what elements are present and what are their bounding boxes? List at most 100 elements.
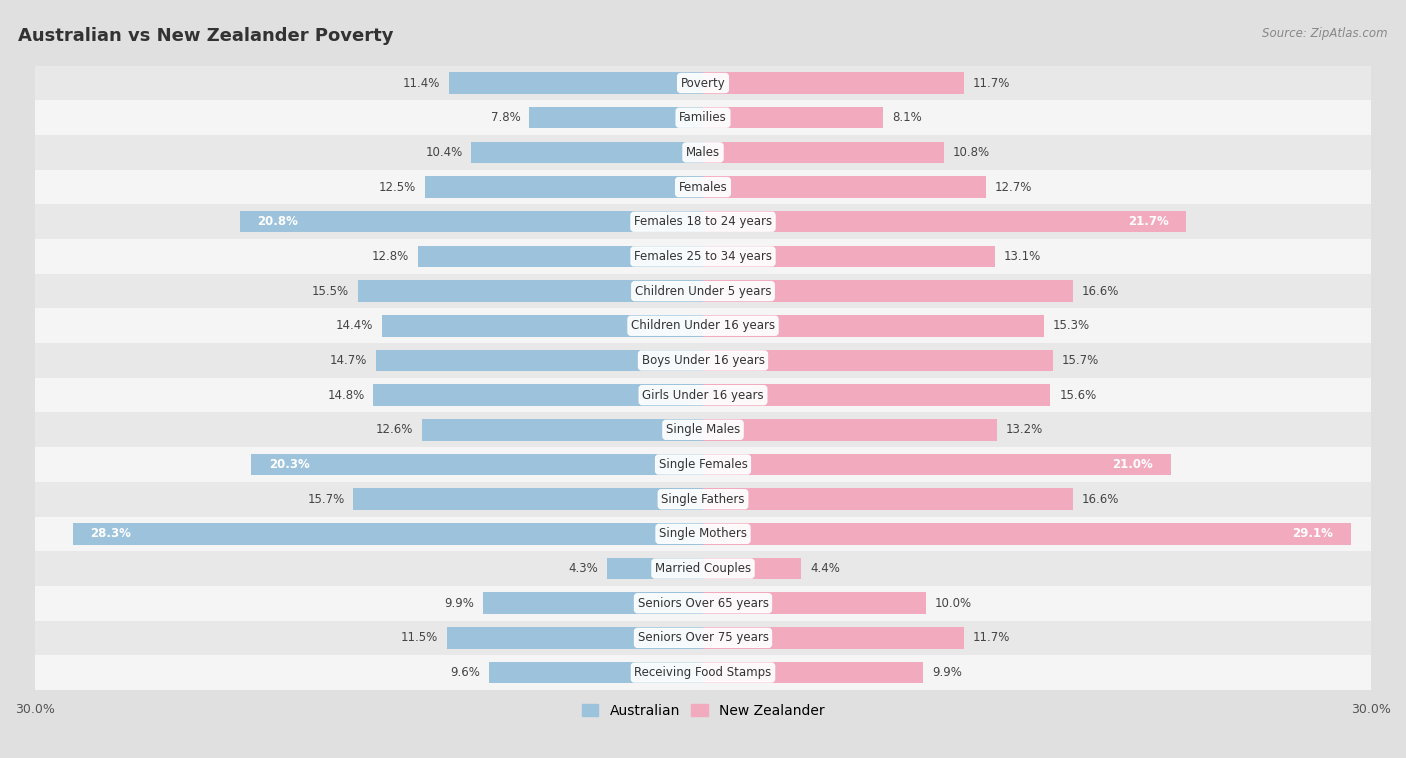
Text: 9.9%: 9.9% bbox=[444, 597, 474, 609]
Text: Source: ZipAtlas.com: Source: ZipAtlas.com bbox=[1263, 27, 1388, 39]
Bar bbox=[35, 205, 1371, 239]
Bar bbox=[703, 349, 1053, 371]
Bar bbox=[703, 72, 963, 94]
Text: 15.5%: 15.5% bbox=[312, 284, 349, 298]
Text: 12.7%: 12.7% bbox=[994, 180, 1032, 193]
Bar bbox=[422, 419, 703, 440]
Bar bbox=[489, 662, 703, 683]
Bar bbox=[35, 377, 1371, 412]
Bar bbox=[73, 523, 703, 544]
Bar bbox=[35, 655, 1371, 690]
Text: 9.9%: 9.9% bbox=[932, 666, 962, 679]
Text: 9.6%: 9.6% bbox=[450, 666, 481, 679]
Bar bbox=[35, 447, 1371, 482]
Text: Females 25 to 34 years: Females 25 to 34 years bbox=[634, 250, 772, 263]
Bar bbox=[35, 239, 1371, 274]
Bar bbox=[471, 142, 703, 163]
Text: 16.6%: 16.6% bbox=[1081, 493, 1119, 506]
Bar bbox=[35, 135, 1371, 170]
Bar bbox=[375, 349, 703, 371]
Text: 14.7%: 14.7% bbox=[329, 354, 367, 367]
Bar bbox=[703, 107, 883, 128]
Text: 29.1%: 29.1% bbox=[1292, 528, 1333, 540]
Text: 8.1%: 8.1% bbox=[893, 111, 922, 124]
Text: 7.8%: 7.8% bbox=[491, 111, 520, 124]
Text: 11.7%: 11.7% bbox=[973, 631, 1010, 644]
Bar bbox=[250, 454, 703, 475]
Bar bbox=[353, 488, 703, 510]
Text: Seniors Over 65 years: Seniors Over 65 years bbox=[637, 597, 769, 609]
Text: 20.8%: 20.8% bbox=[257, 215, 298, 228]
Bar bbox=[703, 384, 1050, 406]
Text: Receiving Food Stamps: Receiving Food Stamps bbox=[634, 666, 772, 679]
Text: Single Males: Single Males bbox=[666, 423, 740, 437]
Legend: Australian, New Zealander: Australian, New Zealander bbox=[576, 698, 830, 723]
Bar bbox=[382, 315, 703, 337]
Text: 15.3%: 15.3% bbox=[1053, 319, 1090, 332]
Text: Females 18 to 24 years: Females 18 to 24 years bbox=[634, 215, 772, 228]
Text: Single Females: Single Females bbox=[658, 458, 748, 471]
Bar bbox=[703, 558, 801, 579]
Bar bbox=[703, 246, 994, 267]
Text: Poverty: Poverty bbox=[681, 77, 725, 89]
Text: 20.3%: 20.3% bbox=[269, 458, 309, 471]
Text: 4.4%: 4.4% bbox=[810, 562, 839, 575]
Text: Girls Under 16 years: Girls Under 16 years bbox=[643, 389, 763, 402]
Bar bbox=[359, 280, 703, 302]
Bar bbox=[35, 482, 1371, 516]
Bar bbox=[703, 488, 1073, 510]
Text: Children Under 16 years: Children Under 16 years bbox=[631, 319, 775, 332]
Bar bbox=[703, 662, 924, 683]
Bar bbox=[35, 66, 1371, 100]
Text: 15.7%: 15.7% bbox=[308, 493, 344, 506]
Bar bbox=[35, 621, 1371, 655]
Text: 13.2%: 13.2% bbox=[1005, 423, 1043, 437]
Bar bbox=[703, 419, 997, 440]
Text: Australian vs New Zealander Poverty: Australian vs New Zealander Poverty bbox=[18, 27, 394, 45]
Text: 10.4%: 10.4% bbox=[425, 146, 463, 159]
Bar bbox=[703, 211, 1187, 233]
Text: 15.7%: 15.7% bbox=[1062, 354, 1098, 367]
Text: Children Under 5 years: Children Under 5 years bbox=[634, 284, 772, 298]
Text: 13.1%: 13.1% bbox=[1004, 250, 1040, 263]
Bar bbox=[703, 280, 1073, 302]
Text: 11.7%: 11.7% bbox=[973, 77, 1010, 89]
Text: 10.0%: 10.0% bbox=[935, 597, 972, 609]
Bar bbox=[529, 107, 703, 128]
Bar bbox=[703, 454, 1171, 475]
Text: Boys Under 16 years: Boys Under 16 years bbox=[641, 354, 765, 367]
Bar bbox=[240, 211, 703, 233]
Bar bbox=[703, 523, 1351, 544]
Text: 21.7%: 21.7% bbox=[1128, 215, 1168, 228]
Text: 14.4%: 14.4% bbox=[336, 319, 374, 332]
Bar bbox=[418, 246, 703, 267]
Bar bbox=[703, 142, 943, 163]
Text: 21.0%: 21.0% bbox=[1112, 458, 1153, 471]
Bar bbox=[447, 627, 703, 649]
Text: 4.3%: 4.3% bbox=[568, 562, 599, 575]
Text: 12.5%: 12.5% bbox=[378, 180, 416, 193]
Bar bbox=[425, 177, 703, 198]
Bar bbox=[35, 309, 1371, 343]
Text: Single Fathers: Single Fathers bbox=[661, 493, 745, 506]
Bar bbox=[35, 412, 1371, 447]
Bar bbox=[35, 100, 1371, 135]
Bar bbox=[35, 516, 1371, 551]
Text: 28.3%: 28.3% bbox=[90, 528, 132, 540]
Bar bbox=[703, 315, 1043, 337]
Bar bbox=[703, 593, 925, 614]
Text: 12.8%: 12.8% bbox=[371, 250, 409, 263]
Bar bbox=[35, 170, 1371, 205]
Text: Seniors Over 75 years: Seniors Over 75 years bbox=[637, 631, 769, 644]
Bar bbox=[35, 586, 1371, 621]
Text: 12.6%: 12.6% bbox=[377, 423, 413, 437]
Bar bbox=[35, 274, 1371, 309]
Bar bbox=[607, 558, 703, 579]
Text: 10.8%: 10.8% bbox=[952, 146, 990, 159]
Text: 14.8%: 14.8% bbox=[328, 389, 364, 402]
Text: 15.6%: 15.6% bbox=[1059, 389, 1097, 402]
Text: Males: Males bbox=[686, 146, 720, 159]
Bar bbox=[374, 384, 703, 406]
Bar bbox=[482, 593, 703, 614]
Bar bbox=[703, 177, 986, 198]
